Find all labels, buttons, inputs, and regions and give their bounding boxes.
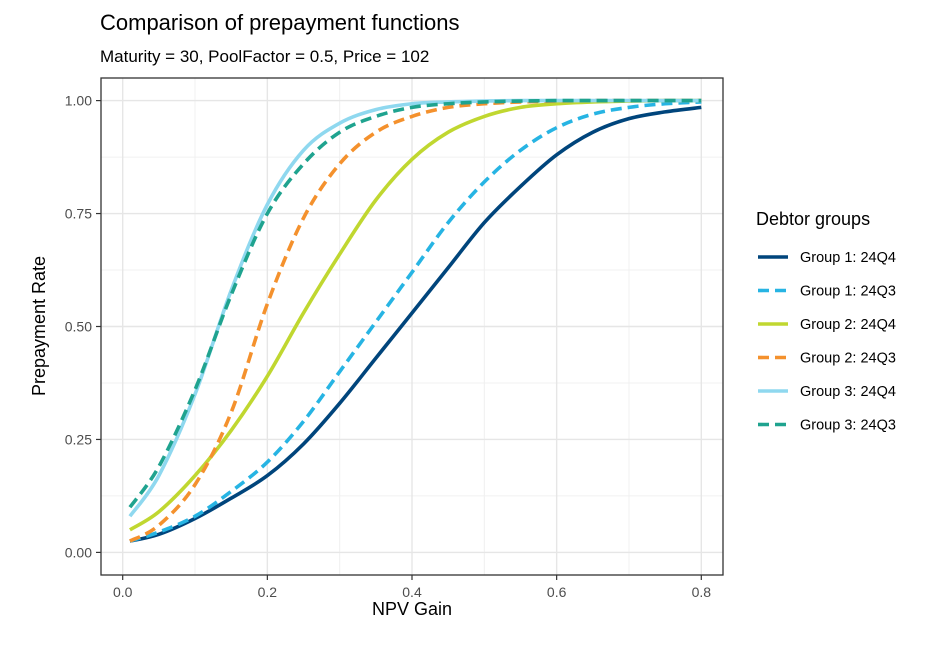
legend-label-6: Group 3: 24Q3 [800, 418, 896, 434]
x-tick-label-1: 0.2 [258, 584, 278, 600]
x-tick-label-2: 0.4 [402, 584, 422, 600]
legend-label-1: Group 1: 24Q4 [800, 250, 896, 266]
legend-label-5: Group 3: 24Q4 [800, 384, 896, 400]
legend-label-2: Group 1: 24Q3 [800, 284, 896, 300]
legend-label-4: Group 2: 24Q3 [800, 351, 896, 367]
y-axis-title: Prepayment Rate [29, 256, 49, 396]
y-tick-label-1: 0.25 [65, 431, 92, 447]
x-axis-title: NPV Gain [372, 599, 452, 619]
y-tick-label-4: 1.00 [65, 93, 92, 109]
x-tick-label-0: 0.0 [113, 584, 133, 600]
y-tick-label-3: 0.75 [65, 206, 92, 222]
legend-label-3: Group 2: 24Q4 [800, 317, 896, 333]
chart-subtitle: Maturity = 30, PoolFactor = 0.5, Price =… [100, 47, 429, 66]
series-line-6 [128, 98, 702, 509]
legend: Debtor groups Group 1: 24Q4 Group 1: 24Q3… [756, 209, 896, 434]
axis-layer: 0.0 0.2 0.4 0.6 0.8 0.00 0.25 0.50 0.75 1.00 [65, 93, 711, 600]
series-line-1 [129, 105, 702, 543]
series-line-2 [129, 100, 702, 543]
y-tick-label-2: 0.50 [65, 319, 92, 335]
grid-layer [101, 78, 723, 575]
chart-title: Comparison of prepayment functions [100, 10, 460, 35]
x-tick-label-4: 0.8 [692, 584, 712, 600]
series-layer [128, 98, 702, 543]
y-tick-label-0: 0.00 [65, 544, 92, 560]
x-tick-label-3: 0.6 [547, 584, 567, 600]
legend-title: Debtor groups [756, 209, 870, 229]
